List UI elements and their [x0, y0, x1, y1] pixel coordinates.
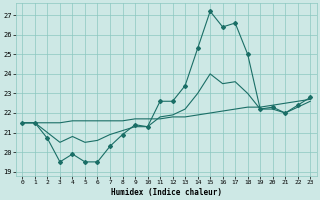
X-axis label: Humidex (Indice chaleur): Humidex (Indice chaleur)	[111, 188, 222, 197]
